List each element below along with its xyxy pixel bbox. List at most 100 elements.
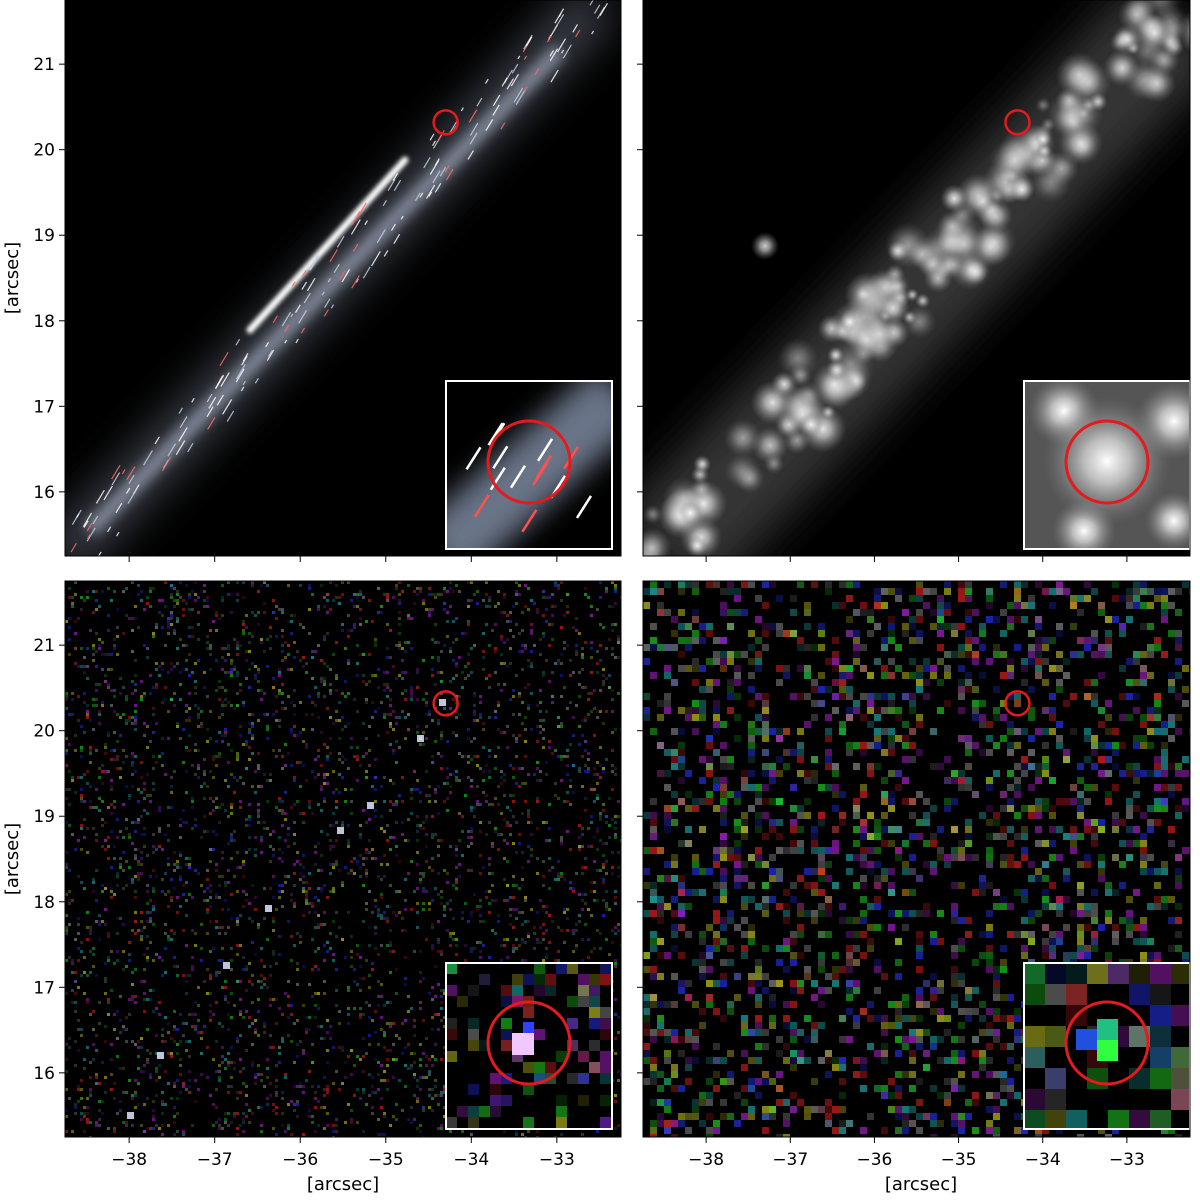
noise-pixel <box>263 977 266 980</box>
noise-pixel <box>80 848 83 851</box>
noise-pixel <box>77 959 80 962</box>
noise-pixel <box>416 1079 419 1082</box>
noise-pixel <box>347 872 350 875</box>
noise-pixel <box>584 857 587 860</box>
noise-pixel <box>488 911 491 914</box>
noise-pixel <box>203 584 206 587</box>
noise-pixel <box>958 938 965 945</box>
noise-pixel <box>392 665 395 668</box>
star-blob <box>1034 130 1051 147</box>
noise-pixel <box>281 812 284 815</box>
noise-pixel <box>425 737 428 740</box>
noise-pixel <box>293 725 296 728</box>
noise-pixel <box>200 1037 203 1040</box>
noise-pixel <box>386 686 389 689</box>
noise-pixel <box>476 719 479 722</box>
noise-pixel <box>164 1040 167 1043</box>
noise-pixel <box>92 647 95 650</box>
noise-pixel <box>236 953 239 956</box>
noise-pixel <box>320 869 323 872</box>
noise-pixel <box>86 1106 89 1109</box>
noise-pixel <box>518 593 521 596</box>
noise-pixel <box>116 932 119 935</box>
noise-pixel <box>449 680 452 683</box>
noise-pixel <box>233 1067 236 1070</box>
noise-pixel <box>206 599 209 602</box>
noise-pixel <box>458 812 461 815</box>
noise-pixel <box>485 833 488 836</box>
noise-pixel <box>137 800 140 803</box>
noise-pixel <box>191 590 194 593</box>
noise-pixel <box>377 1061 380 1064</box>
noise-pixel <box>185 857 188 860</box>
noise-pixel <box>305 1016 308 1019</box>
noise-pixel <box>762 798 769 805</box>
noise-pixel <box>161 752 164 755</box>
noise-pixel <box>131 1040 134 1043</box>
noise-pixel <box>518 713 521 716</box>
noise-pixel <box>314 1004 317 1007</box>
star-blob <box>1089 92 1108 111</box>
noise-pixel <box>614 821 617 824</box>
noise-pixel <box>539 701 542 704</box>
noise-pixel <box>584 866 587 869</box>
noise-pixel <box>965 917 972 924</box>
noise-pixel <box>614 902 617 905</box>
noise-pixel <box>302 914 305 917</box>
noise-pixel <box>266 638 269 641</box>
noise-pixel <box>248 728 251 731</box>
noise-pixel <box>350 869 353 872</box>
noise-pixel <box>389 1022 392 1025</box>
noise-pixel <box>518 584 521 587</box>
noise-pixel <box>563 911 566 914</box>
noise-pixel <box>167 935 170 938</box>
noise-pixel <box>323 1094 326 1097</box>
noise-pixel <box>338 1088 341 1091</box>
noise-pixel <box>143 827 146 830</box>
noise-pixel <box>762 735 769 742</box>
noise-pixel <box>155 953 158 956</box>
noise-pixel <box>536 608 539 611</box>
noise-pixel <box>578 770 581 773</box>
noise-pixel <box>422 1109 425 1112</box>
noise-pixel <box>95 599 98 602</box>
noise-pixel <box>482 920 485 923</box>
noise-pixel <box>113 1127 116 1130</box>
noise-pixel <box>347 989 350 992</box>
noise-pixel <box>602 881 605 884</box>
noise-pixel <box>332 812 335 815</box>
noise-pixel <box>131 1094 134 1097</box>
noise-pixel <box>245 1103 248 1106</box>
noise-pixel <box>245 767 248 770</box>
noise-pixel <box>473 719 476 722</box>
star-blob <box>1009 177 1035 203</box>
noise-pixel <box>341 1049 344 1052</box>
noise-pixel <box>419 878 422 881</box>
noise-pixel <box>536 797 539 800</box>
noise-pixel <box>272 896 275 899</box>
noise-pixel <box>182 1034 185 1037</box>
noise-pixel <box>839 672 846 679</box>
noise-pixel <box>74 791 77 794</box>
noise-pixel <box>356 983 359 986</box>
noise-pixel <box>89 746 92 749</box>
noise-pixel <box>398 860 401 863</box>
noise-pixel <box>347 635 350 638</box>
noise-pixel <box>762 973 769 980</box>
noise-pixel <box>239 1013 242 1016</box>
noise-pixel <box>386 656 389 659</box>
noise-pixel <box>611 770 614 773</box>
noise-pixel <box>227 1001 230 1004</box>
noise-pixel <box>218 1076 221 1079</box>
noise-pixel <box>1056 931 1063 938</box>
noise-pixel <box>605 815 608 818</box>
noise-pixel <box>374 776 377 779</box>
noise-pixel <box>317 716 320 719</box>
noise-pixel <box>533 773 536 776</box>
noise-pixel <box>272 599 275 602</box>
noise-pixel <box>888 1092 895 1099</box>
noise-pixel <box>134 848 137 851</box>
noise-pixel <box>368 890 371 893</box>
noise-pixel <box>392 752 395 755</box>
noise-pixel <box>89 1013 92 1016</box>
